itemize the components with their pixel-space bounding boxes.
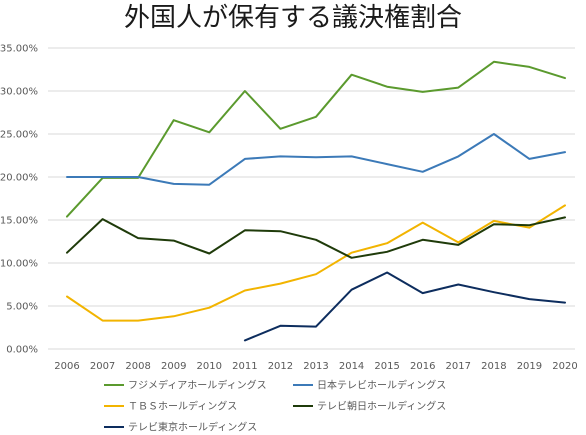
legend-item: フジメディアホールディングス <box>104 379 267 392</box>
x-axis-ticks: 2006 2007 2008 2009 2010 2011 2012 2013 2014 2015… <box>54 361 577 372</box>
x-tick-label: 2018 <box>481 361 506 372</box>
y-tick-label: 20.00% <box>0 173 38 184</box>
y-tick-label: 25.00% <box>0 130 38 141</box>
x-tick-label: 2013 <box>303 361 328 372</box>
y-axis-ticks: 0.00% 5.00% 10.00% 15.00% 20.00% 25.00% 30.00%… <box>0 44 38 356</box>
x-tick-label: 2014 <box>339 361 364 372</box>
gridlines <box>48 47 575 350</box>
series-line-2 <box>66 133 566 186</box>
series-line-1 <box>66 60 566 218</box>
y-tick-label: 35.00% <box>0 44 38 55</box>
series-line-4 <box>66 216 566 259</box>
legend-label: ＴＢＳホールディングス <box>128 400 237 413</box>
legend-item: ＴＢＳホールディングス <box>104 400 237 413</box>
y-tick-label: 30.00% <box>0 87 38 98</box>
y-tick-label: 0.00% <box>6 345 38 356</box>
legend-label: テレビ朝日ホールディングス <box>317 400 446 413</box>
chart-title: 外国人が保有する議決権割合 <box>123 3 462 33</box>
x-tick-label: 2006 <box>54 361 79 372</box>
series-line-5 <box>243 271 566 342</box>
legend-label: フジメディアホールディングス <box>128 379 267 392</box>
y-tick-label: 10.00% <box>0 259 38 270</box>
x-tick-label: 2020 <box>552 361 577 372</box>
x-tick-label: 2008 <box>125 361 150 372</box>
series-line-3 <box>66 204 566 322</box>
x-tick-label: 2007 <box>90 361 115 372</box>
legend-item: テレビ東京ホールディングス <box>104 421 257 434</box>
x-tick-label: 2019 <box>517 361 542 372</box>
legend-label: テレビ東京ホールディングス <box>128 421 257 434</box>
x-tick-label: 2011 <box>232 361 257 372</box>
x-tick-label: 2010 <box>197 361 222 372</box>
x-tick-label: 2012 <box>268 361 293 372</box>
x-tick-label: 2009 <box>161 361 186 372</box>
y-tick-label: 5.00% <box>6 302 38 313</box>
x-tick-label: 2015 <box>374 361 399 372</box>
series-lines <box>66 60 566 342</box>
x-tick-label: 2016 <box>410 361 435 372</box>
legend-item: テレビ朝日ホールディングス <box>293 400 446 413</box>
y-tick-label: 15.00% <box>0 216 38 227</box>
legend-label: 日本テレビホールディングス <box>317 379 446 392</box>
x-tick-label: 2017 <box>446 361 471 372</box>
legend-item: 日本テレビホールディングス <box>293 379 446 392</box>
